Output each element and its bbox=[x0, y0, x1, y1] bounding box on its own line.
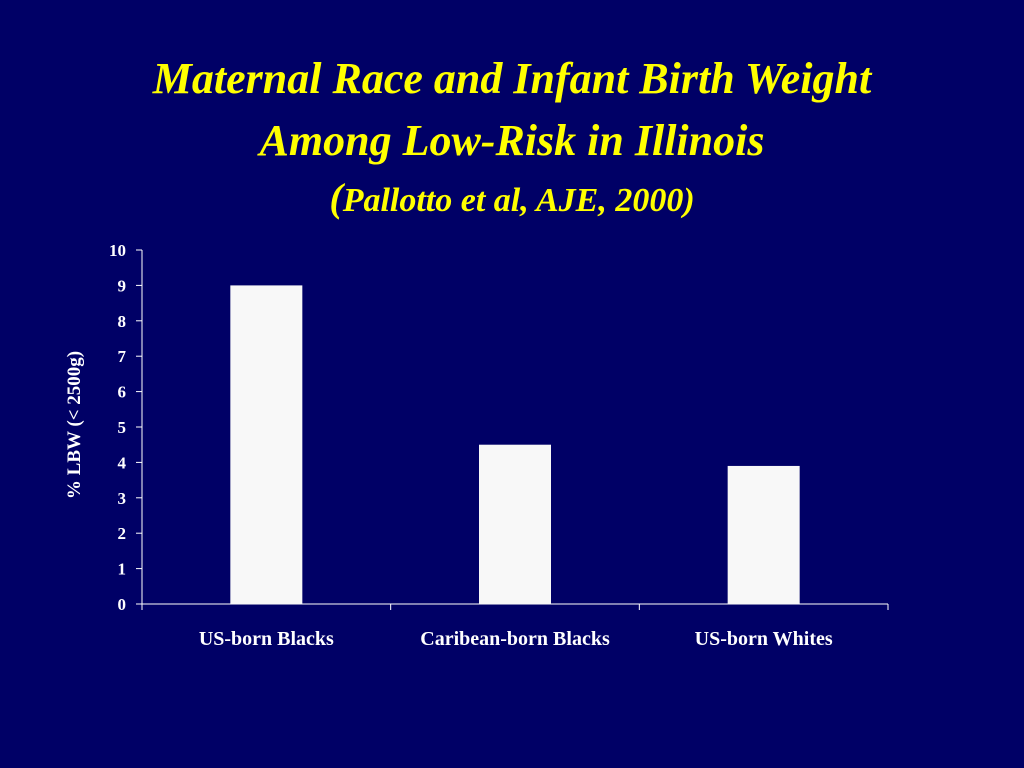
bar bbox=[230, 285, 303, 604]
chart-title-line-1: Maternal Race and Infant Birth Weight bbox=[152, 54, 872, 103]
chart-title-line-2: Among Low-Risk in Illinois bbox=[259, 116, 765, 165]
y-tick-label: 0 bbox=[118, 595, 127, 614]
y-tick-label: 8 bbox=[118, 312, 127, 331]
chart-citation: (Pallotto et al, AJE, 2000) bbox=[0, 172, 1024, 227]
x-category-label: US-born Whites bbox=[695, 628, 833, 650]
y-tick-label: 7 bbox=[118, 347, 127, 366]
y-tick-label: 6 bbox=[118, 383, 127, 402]
x-category-label: US-born Blacks bbox=[199, 628, 334, 650]
x-category-label: Caribean-born Blacks bbox=[420, 628, 610, 650]
bar bbox=[727, 465, 800, 604]
y-tick-label: 4 bbox=[118, 453, 127, 472]
citation-text: Pallotto et al, AJE, 2000) bbox=[342, 182, 695, 219]
title-block: Maternal Race and Infant Birth Weight Am… bbox=[0, 48, 1024, 227]
y-tick-label: 10 bbox=[109, 241, 126, 260]
y-tick-label: 9 bbox=[118, 276, 127, 295]
y-axis-title: % LBW (< 2500g) bbox=[64, 351, 85, 499]
y-tick-label: 2 bbox=[118, 524, 127, 543]
bar bbox=[479, 444, 551, 604]
y-tick-label: 3 bbox=[118, 489, 127, 508]
citation-open-paren: ( bbox=[329, 175, 343, 220]
y-tick-label: 1 bbox=[118, 560, 127, 579]
y-tick-label: 5 bbox=[118, 418, 127, 437]
